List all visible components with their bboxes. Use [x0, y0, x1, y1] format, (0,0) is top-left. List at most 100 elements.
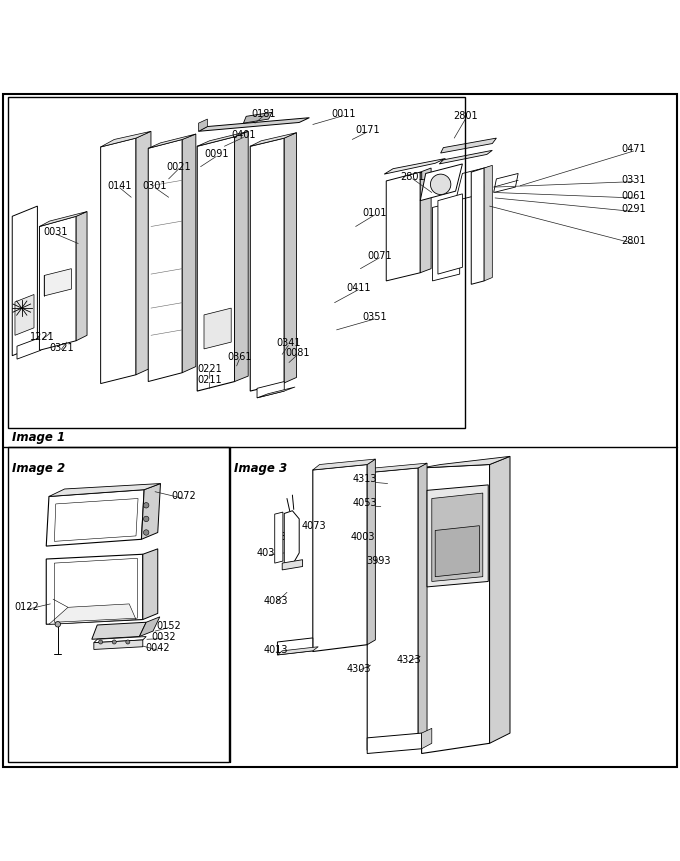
- Polygon shape: [44, 269, 71, 296]
- Circle shape: [55, 622, 61, 627]
- Circle shape: [143, 517, 149, 522]
- Polygon shape: [15, 294, 34, 335]
- Bar: [8, 96, 465, 429]
- Text: Image 1: Image 1: [12, 430, 65, 443]
- Polygon shape: [235, 131, 248, 381]
- Text: 0072: 0072: [171, 492, 196, 501]
- Text: 0471: 0471: [622, 144, 646, 154]
- Polygon shape: [284, 133, 296, 383]
- Polygon shape: [94, 640, 143, 649]
- Polygon shape: [197, 131, 248, 146]
- Polygon shape: [439, 151, 492, 164]
- Polygon shape: [427, 485, 488, 587]
- Polygon shape: [250, 138, 284, 391]
- Polygon shape: [277, 638, 313, 655]
- Text: Image 2: Image 2: [12, 462, 65, 475]
- Polygon shape: [182, 134, 196, 373]
- Polygon shape: [92, 623, 146, 639]
- Polygon shape: [199, 119, 207, 131]
- Polygon shape: [141, 484, 160, 539]
- Bar: [8, 448, 229, 762]
- Polygon shape: [422, 456, 510, 468]
- Text: 4073: 4073: [302, 521, 326, 530]
- Text: 0122: 0122: [15, 603, 39, 612]
- Text: 0141: 0141: [107, 181, 132, 190]
- Polygon shape: [367, 463, 427, 473]
- Circle shape: [112, 640, 116, 644]
- Polygon shape: [367, 733, 422, 753]
- Polygon shape: [313, 459, 375, 470]
- Polygon shape: [76, 212, 87, 341]
- Text: 3993: 3993: [367, 556, 391, 566]
- Text: 0411: 0411: [346, 282, 371, 293]
- Circle shape: [143, 503, 149, 508]
- Polygon shape: [94, 636, 146, 642]
- Polygon shape: [432, 493, 483, 581]
- Polygon shape: [136, 131, 151, 375]
- Polygon shape: [243, 112, 272, 123]
- Polygon shape: [386, 172, 420, 281]
- Polygon shape: [250, 133, 296, 146]
- Text: 4323: 4323: [396, 654, 421, 665]
- Text: 4303: 4303: [275, 532, 299, 542]
- Polygon shape: [490, 456, 510, 743]
- Circle shape: [126, 640, 130, 644]
- Text: 0091: 0091: [204, 150, 228, 159]
- Polygon shape: [143, 548, 158, 620]
- Polygon shape: [494, 173, 518, 193]
- Text: 4013: 4013: [264, 645, 288, 655]
- Text: 0331: 0331: [622, 175, 646, 184]
- Polygon shape: [367, 468, 418, 750]
- Polygon shape: [282, 560, 303, 570]
- Text: 4083: 4083: [264, 596, 288, 605]
- Text: 0361: 0361: [227, 352, 252, 362]
- Text: 0152: 0152: [156, 621, 181, 630]
- Text: 2801: 2801: [622, 237, 646, 246]
- Text: 4003: 4003: [350, 532, 375, 542]
- Polygon shape: [420, 164, 462, 201]
- Polygon shape: [39, 212, 87, 226]
- Polygon shape: [101, 138, 136, 384]
- Polygon shape: [435, 526, 479, 577]
- Polygon shape: [456, 167, 490, 201]
- Polygon shape: [418, 463, 427, 743]
- Polygon shape: [46, 490, 144, 546]
- Polygon shape: [277, 647, 318, 655]
- Polygon shape: [422, 464, 490, 753]
- Polygon shape: [39, 216, 76, 350]
- Polygon shape: [367, 459, 375, 645]
- Text: 0351: 0351: [362, 312, 387, 322]
- Polygon shape: [139, 616, 160, 636]
- Text: 0401: 0401: [231, 130, 256, 140]
- Text: 0181: 0181: [252, 108, 276, 119]
- Text: 0031: 0031: [44, 227, 68, 237]
- Text: 0021: 0021: [167, 162, 191, 171]
- Polygon shape: [101, 131, 151, 147]
- Polygon shape: [441, 138, 496, 153]
- Text: 0042: 0042: [146, 643, 170, 653]
- Text: 0171: 0171: [355, 125, 379, 135]
- Text: 0341: 0341: [276, 338, 301, 349]
- Polygon shape: [384, 158, 445, 174]
- Text: 0101: 0101: [362, 208, 387, 218]
- Text: 0011: 0011: [331, 108, 356, 119]
- Text: 4053: 4053: [353, 499, 377, 508]
- Polygon shape: [275, 512, 283, 563]
- Text: 0061: 0061: [622, 191, 646, 201]
- Text: 1221: 1221: [30, 332, 54, 343]
- Polygon shape: [257, 387, 295, 398]
- Text: 4313: 4313: [353, 474, 377, 485]
- Text: 4303: 4303: [347, 664, 371, 673]
- Text: 0321: 0321: [49, 343, 73, 352]
- Polygon shape: [199, 118, 309, 131]
- Text: 4033: 4033: [257, 548, 282, 558]
- Text: 0291: 0291: [622, 205, 646, 214]
- Text: Image 3: Image 3: [234, 462, 287, 475]
- Text: 2801: 2801: [401, 172, 425, 182]
- Polygon shape: [17, 338, 41, 359]
- Polygon shape: [197, 137, 235, 391]
- Polygon shape: [49, 604, 136, 624]
- Text: 0081: 0081: [285, 348, 309, 358]
- Polygon shape: [148, 139, 182, 381]
- Polygon shape: [432, 201, 460, 281]
